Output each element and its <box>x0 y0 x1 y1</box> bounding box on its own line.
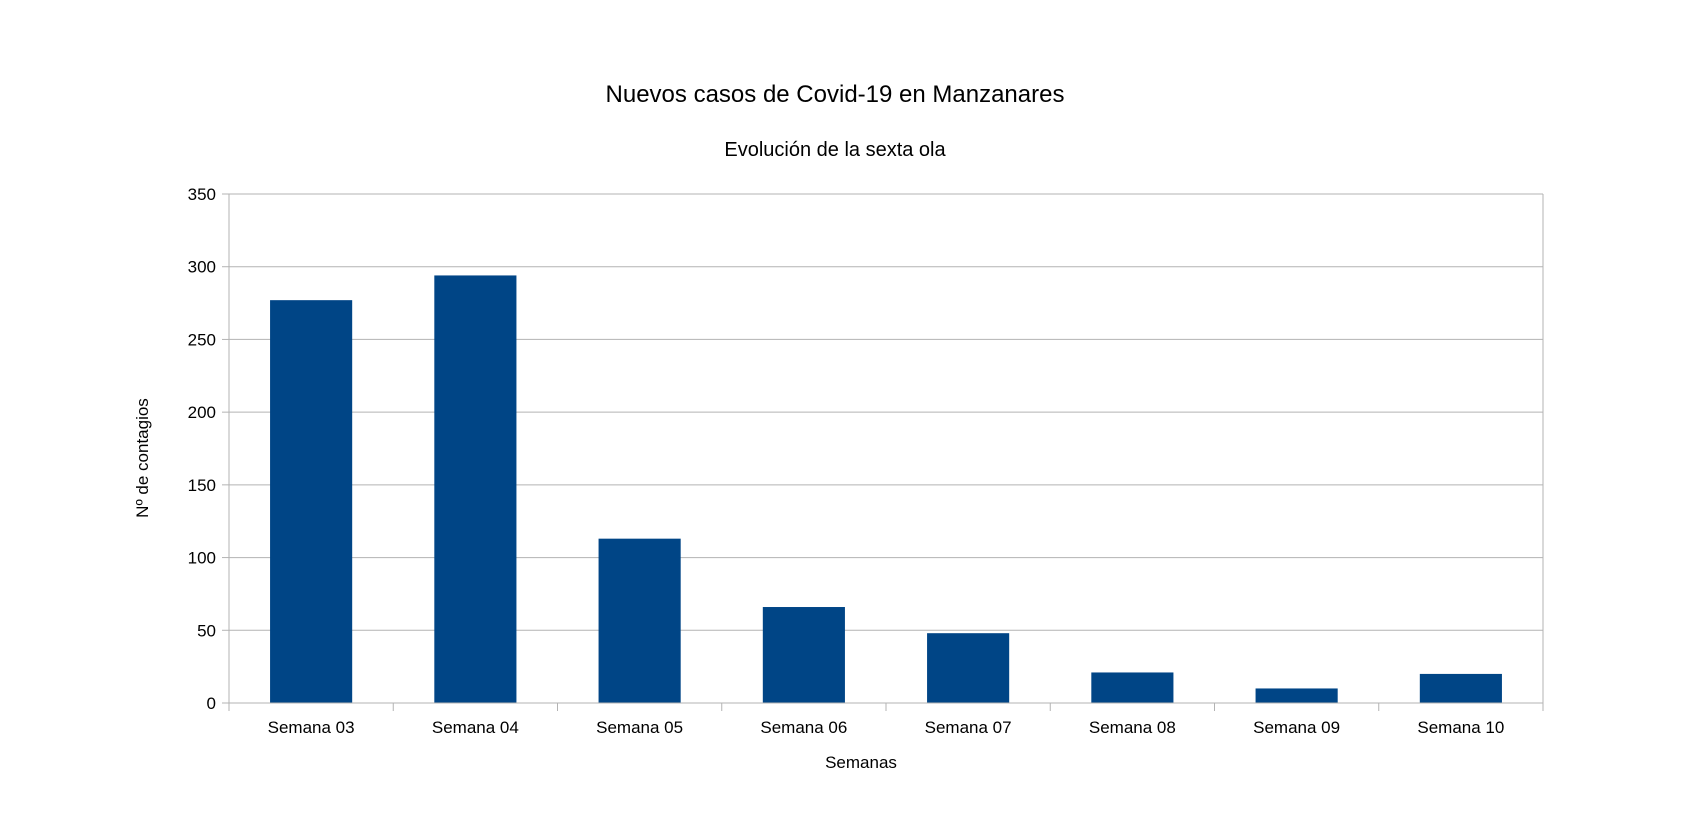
x-tick-label: Semana 09 <box>1253 718 1340 737</box>
x-tick-label: Semana 07 <box>925 718 1012 737</box>
y-tick-labels: 0 50 100 150 200 250 300 350 <box>188 185 216 713</box>
bars <box>270 275 1502 703</box>
x-axis-label: Semanas <box>825 753 897 772</box>
bar-semana-08 <box>1091 672 1174 703</box>
bar-semana-03 <box>270 300 353 703</box>
x-tick-label: Semana 03 <box>268 718 355 737</box>
bar-semana-10 <box>1419 673 1502 703</box>
chart-subtitle: Evolución de la sexta ola <box>724 139 946 161</box>
y-tick-label: 100 <box>188 549 216 568</box>
x-tick-label: Semana 06 <box>760 718 847 737</box>
y-tick-label: 300 <box>188 258 216 277</box>
y-tick-label: 0 <box>207 694 216 713</box>
bar-semana-06 <box>762 607 845 703</box>
bar-semana-04 <box>434 275 517 703</box>
bar-semana-07 <box>927 633 1010 703</box>
y-tick-label: 50 <box>197 621 216 640</box>
y-tick-label: 150 <box>188 476 216 495</box>
x-tick-label: Semana 08 <box>1089 718 1176 737</box>
y-axis-label: Nº de contagios <box>133 398 152 518</box>
bar-semana-05 <box>598 538 681 703</box>
x-tick-label: Semana 04 <box>432 718 519 737</box>
y-tick-label: 350 <box>188 185 216 204</box>
x-tick-label: Semana 05 <box>596 718 683 737</box>
chart-title: Nuevos casos de Covid-19 en Manzanares <box>606 81 1065 108</box>
bar-semana-09 <box>1255 688 1338 703</box>
axes <box>222 193 1544 711</box>
x-tick-label: Semana 10 <box>1417 718 1504 737</box>
y-tick-label: 200 <box>188 403 216 422</box>
x-tick-labels: Semana 03 Semana 04 Semana 05 Semana 06 Sema… <box>268 718 1505 737</box>
gridlines <box>229 193 1543 631</box>
y-tick-label: 250 <box>188 330 216 349</box>
